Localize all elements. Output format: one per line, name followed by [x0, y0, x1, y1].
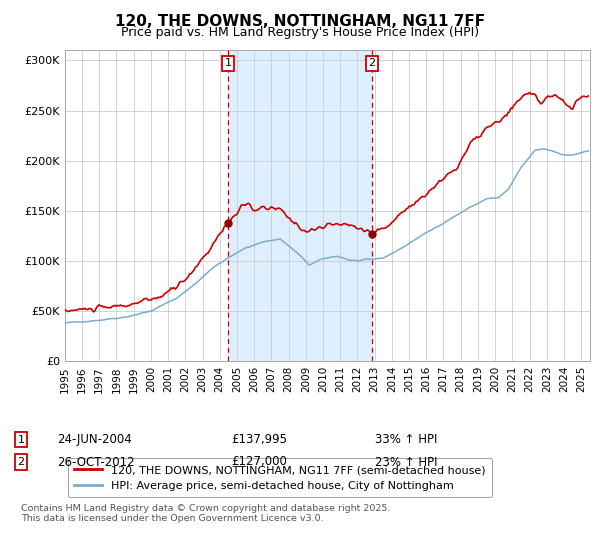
- Text: £137,995: £137,995: [231, 433, 287, 446]
- Text: 1: 1: [224, 58, 232, 68]
- Text: 26-OCT-2012: 26-OCT-2012: [57, 455, 134, 469]
- Bar: [228, 50, 371, 361]
- Text: Price paid vs. HM Land Registry's House Price Index (HPI): Price paid vs. HM Land Registry's House …: [121, 26, 479, 39]
- Text: 2: 2: [17, 457, 25, 467]
- Text: Contains HM Land Registry data © Crown copyright and database right 2025.
This d: Contains HM Land Registry data © Crown c…: [21, 504, 391, 524]
- Text: 24-JUN-2004: 24-JUN-2004: [57, 433, 132, 446]
- Text: 33% ↑ HPI: 33% ↑ HPI: [375, 433, 437, 446]
- Text: 1: 1: [17, 435, 25, 445]
- Text: £127,000: £127,000: [231, 455, 287, 469]
- Text: 120, THE DOWNS, NOTTINGHAM, NG11 7FF: 120, THE DOWNS, NOTTINGHAM, NG11 7FF: [115, 14, 485, 29]
- Text: 2: 2: [368, 58, 375, 68]
- Legend: 120, THE DOWNS, NOTTINGHAM, NG11 7FF (semi-detached house), HPI: Average price, : 120, THE DOWNS, NOTTINGHAM, NG11 7FF (se…: [68, 459, 493, 497]
- Text: 23% ↑ HPI: 23% ↑ HPI: [375, 455, 437, 469]
